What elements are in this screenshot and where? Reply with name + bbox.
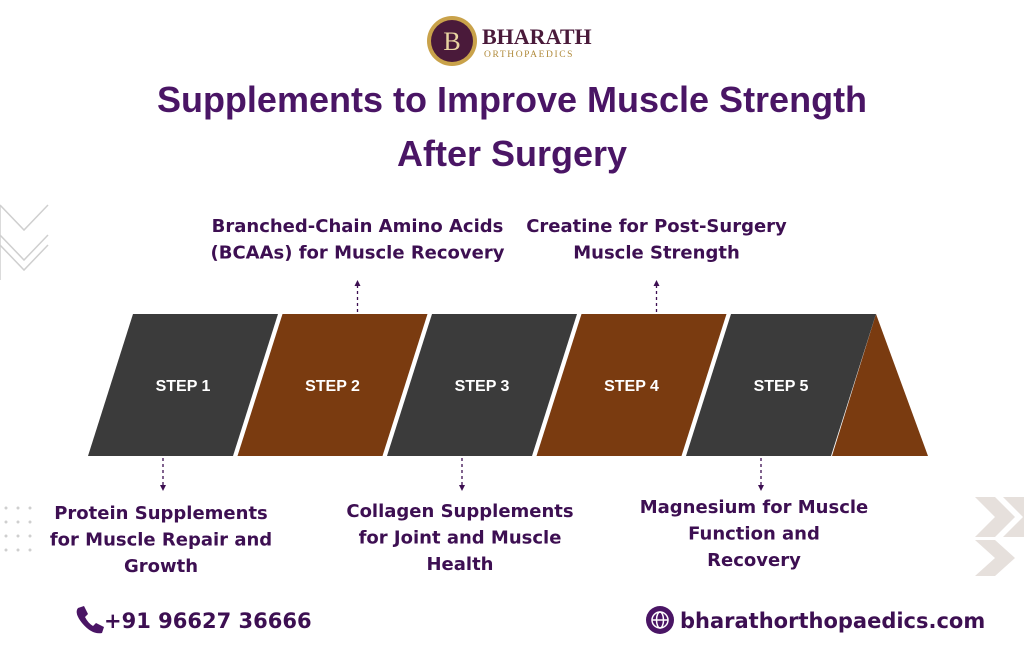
decor-left: [0, 204, 49, 280]
logo-tagline: ORTHOPAEDICS: [484, 50, 574, 60]
step-description: (BCAAs) for Muscle Recovery: [211, 243, 505, 264]
step-description: Collagen Supplements: [346, 501, 573, 522]
step-label: STEP 1: [156, 378, 211, 395]
website: bharathorthopaedics.com: [680, 609, 985, 633]
title: Supplements to Improve Muscle Strength: [157, 79, 867, 120]
step-description: Growth: [124, 556, 198, 577]
step-description: Creatine for Post-Surgery: [526, 216, 787, 237]
arrow-head: [653, 280, 660, 286]
step-shape: [387, 314, 577, 456]
step-description: Protein Supplements: [54, 503, 268, 524]
step-description: Function and: [688, 524, 820, 545]
arrow-head: [160, 485, 166, 491]
step-shape: [536, 314, 727, 456]
step-description: Health: [426, 554, 493, 575]
step-description: Branched-Chain Amino Acids: [212, 216, 504, 237]
step-description: Muscle Strength: [573, 243, 740, 264]
step-label: STEP 4: [604, 378, 659, 395]
step-shape: [686, 314, 876, 456]
logo: B BHARATH ORTHOPAEDICS: [427, 16, 592, 66]
step-description: for Muscle Repair and: [50, 530, 272, 551]
step-description: Recovery: [707, 550, 801, 571]
steps: STEP 1 Protein Supplements for Muscle Repa…: [50, 216, 876, 577]
logo-name: BHARATH: [482, 24, 592, 49]
logo-initial: B: [443, 27, 460, 56]
end-cap: [832, 314, 928, 456]
decor-right: [975, 497, 1024, 576]
title: After Surgery: [397, 133, 627, 174]
decor-dots: [4, 506, 32, 552]
step-description: for Joint and Muscle: [359, 528, 562, 549]
step-label: STEP 5: [754, 378, 809, 395]
step-description: Magnesium for Muscle: [640, 497, 869, 518]
step-label: STEP 2: [305, 378, 360, 395]
step-shape: [237, 314, 428, 456]
step-shape: [88, 314, 278, 456]
arrow-head: [459, 485, 465, 491]
phone-icon: [76, 606, 104, 634]
step-label: STEP 3: [455, 378, 510, 395]
globe-icon: [646, 606, 674, 634]
phone: +91 96627 36666: [104, 609, 312, 633]
arrow-head: [354, 280, 361, 286]
arrow-head: [758, 485, 764, 491]
